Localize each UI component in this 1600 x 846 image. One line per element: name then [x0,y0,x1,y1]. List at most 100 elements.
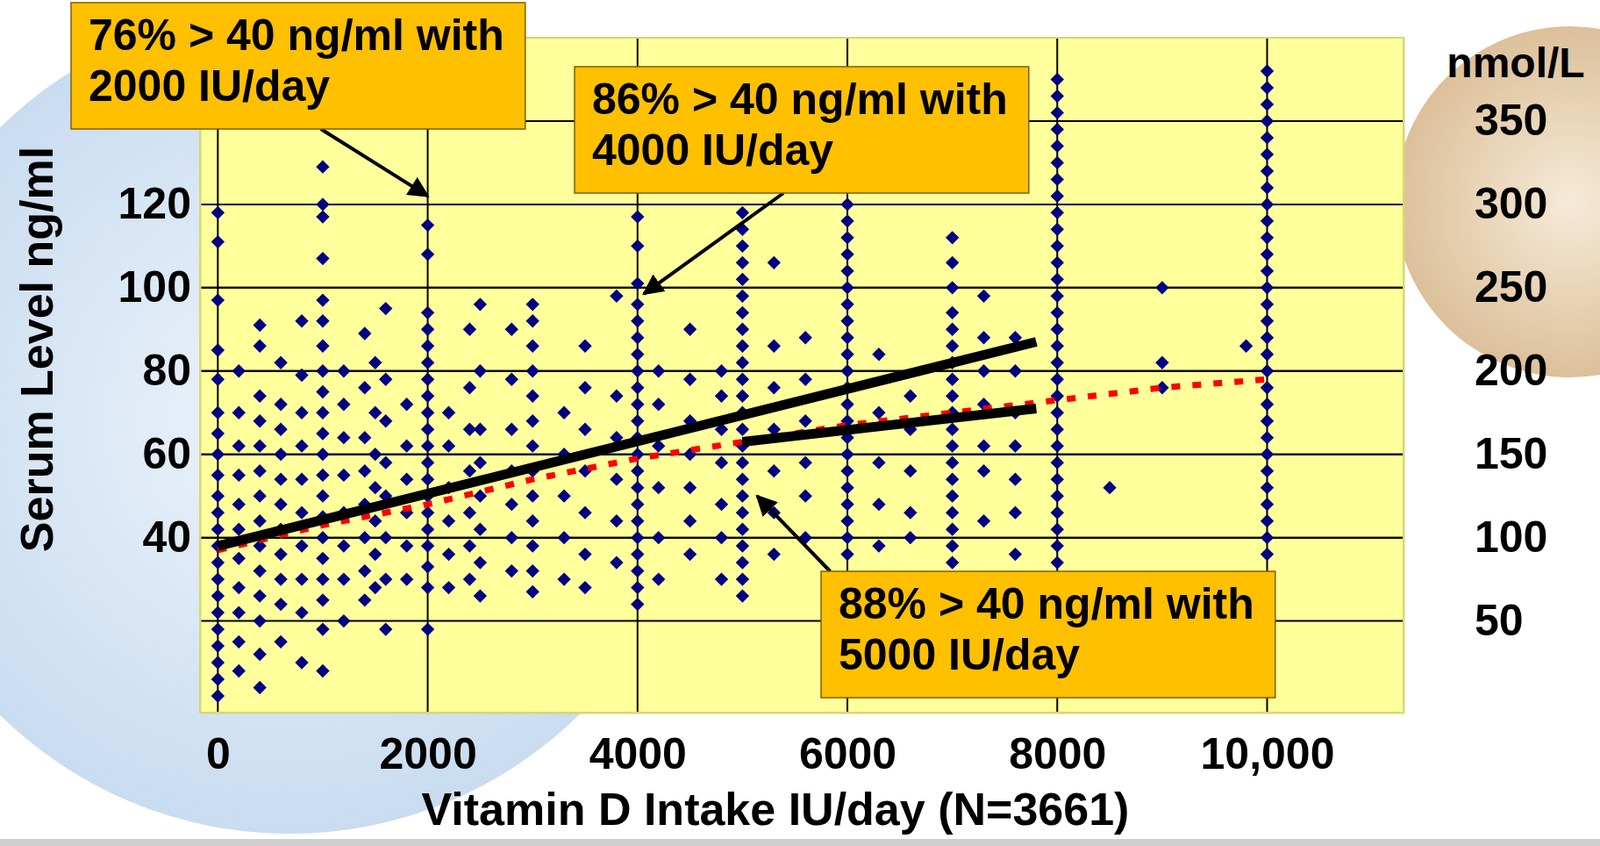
trend-line [742,407,1036,442]
point [211,605,225,619]
point [945,322,959,336]
point [767,380,781,394]
point [1050,406,1065,420]
annotation: 86% > 40 ng/ml with4000 IU/day [574,66,1029,193]
point [211,372,225,386]
point [211,206,225,220]
point [1050,505,1065,519]
point [336,430,350,444]
point [211,426,225,440]
point [840,264,854,278]
point [211,588,225,602]
point [442,547,456,561]
point [1008,472,1022,486]
point [799,456,813,470]
point [630,414,644,428]
point [1050,206,1065,220]
point [526,538,540,552]
point [630,480,644,494]
point [273,397,287,411]
point [294,472,308,486]
point [1260,230,1274,244]
point [421,580,435,594]
point [609,289,623,303]
point [767,547,781,561]
point [630,380,644,394]
axis-line [1403,38,1406,714]
point [651,397,665,411]
point [840,547,854,561]
point [400,472,414,486]
point [473,555,487,569]
point [840,364,854,378]
point [945,555,959,569]
point [1050,156,1065,170]
point [945,230,959,244]
point [273,571,287,586]
point [211,638,225,652]
point [840,314,854,328]
point [630,464,644,478]
point [526,488,540,502]
point [473,297,487,311]
point [315,426,329,440]
point [945,280,959,294]
point [945,256,959,270]
point [1155,280,1169,294]
point [1155,356,1169,370]
point [630,209,644,223]
grid-line [200,286,1404,289]
point [1050,256,1065,270]
point [357,326,372,340]
point [294,605,308,619]
point [421,306,435,320]
point [421,322,435,336]
tick: 50 [1403,595,1524,645]
point [253,318,267,332]
tick: 6000 [799,712,897,779]
point [368,447,382,461]
annotation-arrow [643,192,784,294]
grid-line [200,370,1404,372]
point [505,422,519,436]
tick: 250 [1403,262,1548,312]
point [1260,247,1274,261]
point [903,530,917,544]
point [315,571,329,586]
point [683,372,697,386]
tick-label: 6000 [799,728,897,779]
point [526,585,540,599]
point [630,547,644,561]
point [421,439,435,453]
point [421,247,435,261]
point [735,372,750,386]
point [1260,380,1274,394]
tick-label: 10,000 [1200,728,1336,779]
point [1260,414,1274,428]
point [294,655,308,669]
annotation-arrows [321,128,831,572]
point [526,439,540,453]
point [473,422,487,436]
point [630,364,644,378]
point [368,580,382,594]
grid-line [200,203,1404,206]
point [651,480,665,494]
point [463,538,477,552]
point [1050,372,1065,386]
point [714,389,729,403]
point [1050,222,1065,236]
point [1050,422,1065,436]
point [630,297,644,311]
point [1260,64,1274,78]
point [840,214,854,228]
point [421,356,435,370]
point [1260,180,1274,194]
plot-frame [200,37,1404,713]
point [840,514,854,528]
annotation: 76% > 40 ng/ml with2000 IU/day [71,2,526,129]
point [421,559,435,573]
point [735,538,750,552]
point [315,592,329,607]
point [315,385,329,399]
